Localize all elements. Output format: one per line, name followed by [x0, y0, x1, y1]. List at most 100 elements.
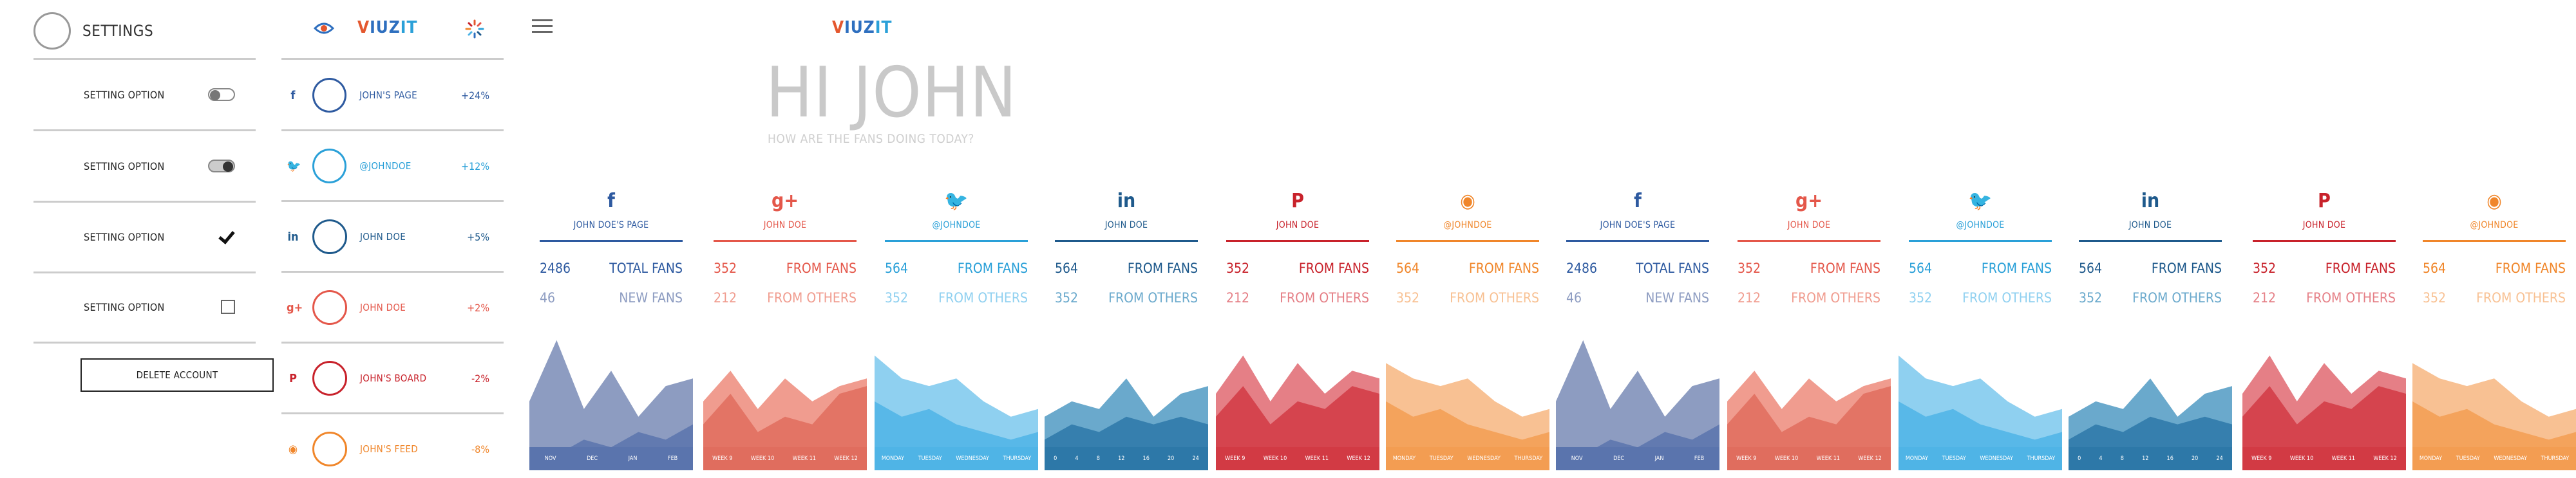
- linkedin-icon: in: [1117, 190, 1136, 212]
- stats-card[interactable]: g+ JOHN DOE 352 FROM FANS 212 FROM OTHERS WEEK…: [703, 190, 867, 470]
- x-axis-label: TUESDAY: [1942, 455, 1966, 462]
- stat-value: 212: [2253, 290, 2277, 306]
- setting-label: SETTING OPTION: [84, 88, 165, 101]
- google-plus-icon: g+: [772, 190, 799, 212]
- x-axis-label: MONDAY: [1905, 455, 1929, 462]
- brand-logo: VIUZIT: [832, 18, 892, 37]
- social-row[interactable]: g+ JOHN DOE +2%: [281, 273, 504, 342]
- x-axis-labels: MONDAY TUESDAY WEDNESDAY THURSDAY: [1386, 447, 1549, 470]
- avatar[interactable]: [33, 12, 71, 50]
- stats-card[interactable]: ◉ @JOHNDOE 564 FROM FANS 352 FROM OTHERS MONDA…: [1386, 190, 1549, 470]
- x-axis-label: WEEK 9: [2251, 455, 2272, 462]
- stat-value: 564: [1055, 261, 1079, 276]
- setting-row-3[interactable]: SETTING OPTION: [33, 203, 256, 270]
- linkedin-icon: in: [2141, 190, 2160, 212]
- profile-ring: [312, 290, 347, 325]
- growth-percent: +12%: [460, 160, 489, 172]
- x-axis-label: 8: [1096, 455, 1100, 462]
- x-axis-band: [2412, 447, 2576, 470]
- twitter-icon: 🐦: [944, 190, 969, 212]
- delete-account-button[interactable]: DELETE ACCOUNT: [80, 358, 274, 392]
- stats-card[interactable]: P JOHN DOE 352 FROM FANS 212 FROM OTHERS WEEK …: [1216, 190, 1379, 470]
- stat-row-primary: 564 FROM FANS: [2079, 261, 2222, 276]
- stat-value: 352: [1055, 290, 1079, 306]
- stats-card[interactable]: P JOHN DOE 352 FROM FANS 212 FROM OTHERS WEEK …: [2242, 190, 2406, 470]
- social-row[interactable]: P JOHN'S BOARD -2%: [281, 344, 504, 412]
- stats-card[interactable]: in JOHN DOE 564 FROM FANS 352 FROM OTHERS 0 4 8 1…: [1045, 190, 1208, 470]
- card-divider: [2423, 240, 2566, 242]
- facebook-icon: f: [1634, 190, 1642, 212]
- x-axis-labels: 0 4 8 12 16 20 24: [2069, 447, 2232, 470]
- x-axis-band: [2069, 447, 2232, 470]
- x-axis-label: WEDNESDAY: [956, 455, 989, 462]
- stat-row-secondary: 46 NEW FANS: [540, 290, 683, 306]
- divider: [33, 271, 256, 273]
- card-divider: [1566, 240, 1709, 242]
- card-account-name: JOHN DOE'S PAGE: [1600, 220, 1676, 230]
- x-axis-labels: WEEK 9 WEEK 10 WEEK 11 WEEK 12: [703, 447, 867, 470]
- stats-card[interactable]: f JOHN DOE'S PAGE 2486 TOTAL FANS 46 NEW FANS…: [529, 190, 693, 470]
- social-row[interactable]: ◉ JOHN'S FEED -8%: [281, 415, 504, 478]
- card-account-name: JOHN DOE: [1276, 220, 1320, 230]
- divider: [33, 58, 256, 60]
- area-chart: [1899, 355, 2062, 470]
- x-axis-label: 0: [1054, 455, 1057, 462]
- pinterest-icon: P: [289, 371, 297, 385]
- twitter-icon: 🐦: [287, 159, 301, 173]
- stat-label: FROM OTHERS: [2132, 290, 2222, 306]
- stat-value: 564: [885, 261, 909, 276]
- stat-value: 564: [2423, 261, 2447, 276]
- setting-label: SETTING OPTION: [84, 230, 165, 243]
- x-axis-band: [1386, 447, 1549, 470]
- social-row[interactable]: 🐦 @JOHNDOE +12%: [281, 132, 504, 200]
- x-axis-labels: WEEK 9 WEEK 10 WEEK 11 WEEK 12: [2242, 447, 2406, 470]
- setting-row-1[interactable]: SETTING OPTION: [33, 61, 256, 128]
- card-divider: [2079, 240, 2222, 242]
- stat-row-secondary: 352 FROM OTHERS: [885, 290, 1028, 306]
- x-axis-label: WEDNESDAY: [1980, 455, 2013, 462]
- stat-value: 564: [1396, 261, 1420, 276]
- stats-card[interactable]: f JOHN DOE'S PAGE 2486 TOTAL FANS 46 NEW FANS…: [1556, 190, 1719, 470]
- menu-bar: [532, 19, 553, 21]
- setting-row-4[interactable]: SETTING OPTION: [33, 273, 256, 340]
- stats-card[interactable]: ◉ @JOHNDOE 564 FROM FANS 352 FROM OTHERS MONDA…: [2412, 190, 2576, 470]
- area-chart: [2412, 363, 2576, 470]
- stat-label: FROM FANS: [2151, 261, 2222, 276]
- setting-row-2[interactable]: SETTING OPTION: [33, 133, 256, 199]
- hamburger-menu-icon[interactable]: [532, 19, 553, 35]
- x-axis-labels: WEEK 9 WEEK 10 WEEK 11 WEEK 12: [1216, 447, 1379, 470]
- x-axis-label: 4: [1075, 455, 1079, 462]
- brand-part: V: [357, 18, 370, 37]
- setting-toggle-off[interactable]: [208, 88, 235, 101]
- card-divider: [1738, 240, 1880, 242]
- stats-card[interactable]: 🐦 @JOHNDOE 564 FROM FANS 352 FROM OTHERS MONDA…: [1899, 190, 2062, 470]
- setting-checkbox[interactable]: [221, 300, 235, 314]
- eye-icon: [314, 23, 334, 34]
- social-row[interactable]: in JOHN DOE +5%: [281, 203, 504, 271]
- profile-ring: [312, 361, 347, 396]
- stat-value: 352: [1909, 290, 1933, 306]
- stat-row-primary: 564 FROM FANS: [1396, 261, 1539, 276]
- stat-row-primary: 564 FROM FANS: [885, 261, 1028, 276]
- pinterest-icon: P: [1291, 190, 1304, 212]
- card-divider: [714, 240, 857, 242]
- growth-percent: -2%: [471, 372, 489, 385]
- stats-card[interactable]: g+ JOHN DOE 352 FROM FANS 212 FROM OTHERS WEEK…: [1727, 190, 1891, 470]
- stat-row-primary: 564 FROM FANS: [1909, 261, 2052, 276]
- social-row[interactable]: f JOHN'S PAGE +24%: [281, 61, 504, 129]
- checkmark-icon[interactable]: [218, 230, 235, 244]
- stats-card[interactable]: in JOHN DOE 564 FROM FANS 352 FROM OTHERS 0 4 8 1…: [2069, 190, 2232, 470]
- x-axis-labels: MONDAY TUESDAY WEDNESDAY THURSDAY: [1899, 447, 2062, 470]
- area-chart: [529, 340, 693, 470]
- stat-value: 2486: [1566, 261, 1598, 276]
- divider: [281, 271, 504, 273]
- social-account-name: @JOHNDOE: [359, 160, 412, 172]
- setting-toggle-on[interactable]: [208, 160, 235, 172]
- x-axis-label: FEB: [667, 455, 678, 462]
- stat-row-primary: 352 FROM FANS: [2253, 261, 2396, 276]
- twitter-icon: 🐦: [1968, 190, 1993, 212]
- x-axis-label: 8: [2120, 455, 2124, 462]
- x-axis-label: 12: [2142, 455, 2149, 462]
- x-axis-label: WEEK 11: [2331, 455, 2356, 462]
- stats-card[interactable]: 🐦 @JOHNDOE 564 FROM FANS 352 FROM OTHERS MONDA…: [875, 190, 1038, 470]
